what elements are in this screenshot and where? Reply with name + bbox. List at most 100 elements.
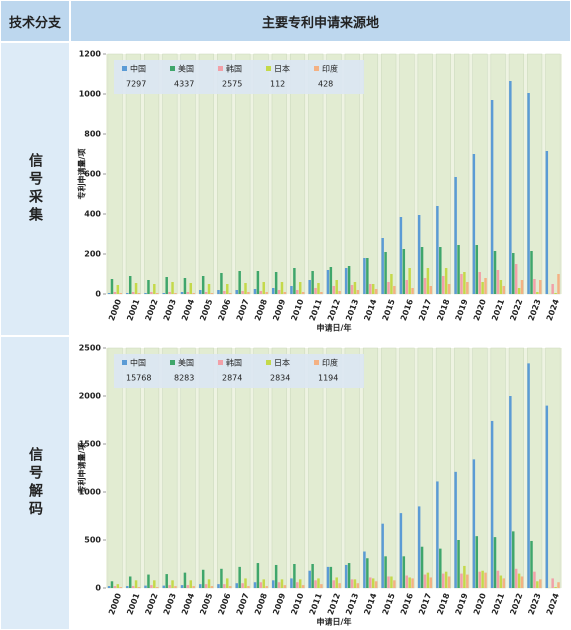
bar bbox=[520, 280, 524, 294]
y-tick-label: 500 bbox=[84, 536, 101, 545]
bar bbox=[441, 276, 445, 294]
bar bbox=[137, 293, 141, 294]
bar bbox=[371, 578, 375, 588]
bar bbox=[530, 251, 533, 294]
legend-label: 韩国 bbox=[226, 358, 242, 368]
bar bbox=[207, 284, 211, 294]
bar bbox=[472, 459, 476, 588]
header-source: 主要专利申请来源地 bbox=[70, 0, 571, 42]
bar bbox=[204, 292, 208, 294]
bar bbox=[366, 258, 369, 294]
bar bbox=[165, 277, 168, 294]
bar bbox=[228, 293, 232, 294]
bar bbox=[210, 586, 214, 588]
bar bbox=[390, 274, 393, 294]
bar bbox=[475, 536, 479, 588]
bar bbox=[353, 579, 357, 588]
bar bbox=[238, 566, 241, 588]
bar bbox=[371, 284, 375, 294]
bar bbox=[332, 286, 336, 294]
bar bbox=[463, 565, 466, 588]
bar bbox=[155, 293, 159, 294]
legend-swatch bbox=[266, 66, 271, 71]
bar bbox=[107, 293, 111, 294]
bar bbox=[441, 573, 445, 588]
bar bbox=[402, 556, 406, 588]
bar bbox=[463, 272, 466, 294]
bar bbox=[290, 286, 293, 294]
bar bbox=[174, 586, 177, 588]
y-axis-title: 专利申请量/项 bbox=[77, 443, 87, 494]
bar bbox=[436, 206, 439, 294]
bar bbox=[335, 280, 338, 294]
y-tick-label: 1000 bbox=[79, 90, 102, 99]
legend-total: 8283 bbox=[174, 374, 194, 383]
bar bbox=[514, 264, 518, 294]
bar bbox=[329, 267, 333, 294]
bar bbox=[366, 558, 369, 588]
bar bbox=[320, 584, 323, 588]
legend-total: 2874 bbox=[222, 374, 242, 383]
bar bbox=[460, 573, 463, 588]
bar bbox=[119, 587, 122, 588]
bar bbox=[277, 290, 281, 294]
bar bbox=[201, 276, 205, 294]
bar bbox=[478, 272, 481, 294]
bar bbox=[356, 583, 360, 588]
bar bbox=[317, 578, 320, 588]
legend-total: 2834 bbox=[270, 374, 290, 383]
bar bbox=[311, 271, 314, 294]
bar bbox=[411, 288, 414, 294]
bar bbox=[399, 513, 403, 588]
bar bbox=[423, 278, 427, 294]
bar bbox=[454, 177, 457, 294]
bar bbox=[235, 290, 238, 294]
bar bbox=[539, 280, 542, 294]
bar bbox=[444, 571, 448, 588]
bar bbox=[363, 258, 366, 294]
bar bbox=[314, 288, 317, 294]
bar bbox=[256, 271, 260, 294]
bar bbox=[512, 531, 515, 588]
bar bbox=[162, 585, 166, 588]
bar bbox=[484, 572, 487, 588]
bar bbox=[436, 481, 439, 588]
bar bbox=[226, 284, 229, 294]
bar bbox=[363, 551, 366, 588]
bar bbox=[265, 292, 268, 294]
bar bbox=[493, 537, 497, 588]
bar bbox=[155, 587, 159, 588]
bar bbox=[296, 582, 299, 588]
bar bbox=[490, 100, 494, 294]
y-tick-label: 600 bbox=[84, 170, 101, 179]
bar bbox=[475, 245, 479, 294]
bar bbox=[134, 283, 138, 294]
bar bbox=[517, 573, 521, 588]
bar bbox=[210, 293, 214, 294]
bar bbox=[274, 564, 278, 588]
bar bbox=[226, 578, 229, 588]
bar bbox=[457, 540, 460, 588]
bar bbox=[405, 280, 408, 294]
legend-total: 112 bbox=[270, 80, 285, 89]
y-tick-label: 1200 bbox=[79, 50, 102, 59]
bar bbox=[478, 571, 481, 588]
bar bbox=[204, 584, 208, 588]
x-axis-title: 申请日/年 bbox=[317, 617, 352, 627]
bar bbox=[253, 289, 257, 294]
bar bbox=[183, 572, 187, 588]
bar bbox=[199, 584, 202, 588]
bar bbox=[126, 293, 129, 294]
bar bbox=[238, 271, 241, 294]
bar bbox=[545, 151, 549, 294]
bar bbox=[466, 282, 469, 294]
bar bbox=[384, 252, 387, 294]
bar bbox=[536, 292, 539, 294]
bar bbox=[454, 471, 457, 588]
bar bbox=[277, 582, 281, 588]
bar bbox=[350, 285, 354, 294]
bar bbox=[186, 585, 190, 588]
legend-total: 2575 bbox=[222, 80, 242, 89]
bar bbox=[228, 586, 232, 588]
